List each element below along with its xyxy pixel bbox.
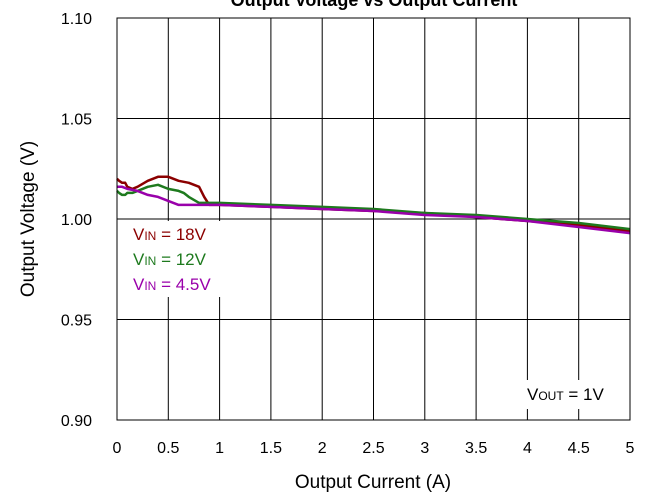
x-tick-label: 2 <box>318 440 327 457</box>
legend-entry: VIN = 4.5V <box>133 275 211 294</box>
y-tick-labels: 0.90 0.95 1.00 1.05 1.10 <box>61 11 92 430</box>
x-tick-labels: 0 0.5 1 1.5 2 2.5 3 3.5 4 4.5 5 <box>113 440 635 457</box>
x-tick-label: 2.5 <box>362 440 384 457</box>
legend-entry-prefix: V <box>133 275 145 294</box>
legend-entry-text: = 18V <box>156 225 206 244</box>
x-tick-label: 3.5 <box>465 440 487 457</box>
series-line-3 <box>117 185 631 235</box>
series-group <box>116 175 631 235</box>
legend-entry: VIN = 18V <box>133 225 207 244</box>
legend-entry-sub: IN <box>144 254 156 268</box>
legend-entry-text: = 12V <box>156 250 206 269</box>
x-tick-label: 0 <box>113 440 122 457</box>
x-tick-label: 1.5 <box>260 440 282 457</box>
x-tick-label: 5 <box>626 440 635 457</box>
y-axis-label: Output Voltage (V) <box>18 141 39 297</box>
vout-annotation: VOUT = 1V <box>527 385 605 404</box>
vout-annotation-box <box>522 380 626 409</box>
series-line-2 <box>116 183 631 231</box>
x-tick-label: 3 <box>420 440 429 457</box>
legend-entry-text: = 4.5V <box>156 275 211 294</box>
y-tick-label: 1.10 <box>61 11 92 28</box>
y-tick-label: 1.05 <box>61 112 92 129</box>
vout-annotation-text: = 1V <box>564 385 605 404</box>
grid <box>117 18 630 420</box>
y-tick-label: 0.95 <box>61 313 92 330</box>
x-tick-label: 4.5 <box>568 440 590 457</box>
x-axis-label: Output Current (A) <box>295 472 451 493</box>
legend-box <box>126 221 244 297</box>
legend-entry-sub: IN <box>144 279 156 293</box>
y-tick-label: 1.00 <box>61 212 92 229</box>
x-tick-label: 1 <box>215 440 224 457</box>
legend-entry: VIN = 12V <box>133 250 207 269</box>
plot-frame <box>116 17 631 421</box>
y-tick-label: 0.90 <box>61 413 92 430</box>
legend-entry-sub: IN <box>144 229 156 243</box>
legend-entry-prefix: V <box>133 225 145 244</box>
legend-entry-prefix: V <box>133 250 145 269</box>
vout-annotation-prefix: V <box>527 385 539 404</box>
chart-title: Output Voltage vs Output Current <box>231 0 518 10</box>
x-tick-label: 0.5 <box>157 440 179 457</box>
x-tick-label: 4 <box>523 440 532 457</box>
vout-annotation-sub: OUT <box>538 389 564 403</box>
